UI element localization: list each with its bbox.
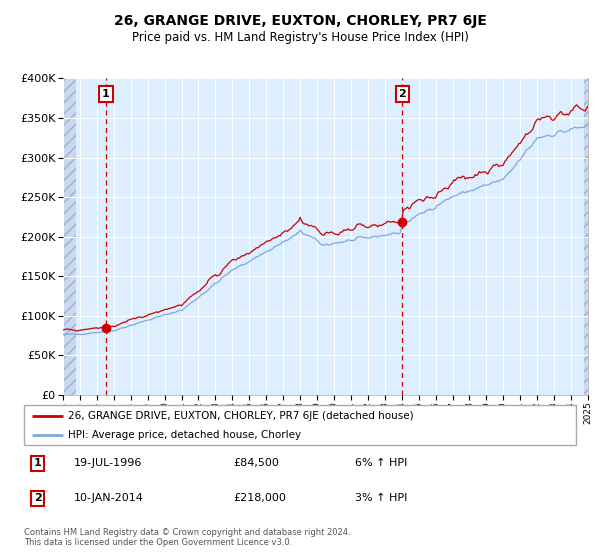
- Text: 6% ↑ HPI: 6% ↑ HPI: [355, 459, 407, 468]
- Text: 26, GRANGE DRIVE, EUXTON, CHORLEY, PR7 6JE (detached house): 26, GRANGE DRIVE, EUXTON, CHORLEY, PR7 6…: [68, 411, 414, 421]
- Text: Contains HM Land Registry data © Crown copyright and database right 2024.
This d: Contains HM Land Registry data © Crown c…: [24, 528, 350, 547]
- Text: 1: 1: [34, 459, 41, 468]
- FancyBboxPatch shape: [24, 405, 576, 445]
- Text: Price paid vs. HM Land Registry's House Price Index (HPI): Price paid vs. HM Land Registry's House …: [131, 31, 469, 44]
- Text: 3% ↑ HPI: 3% ↑ HPI: [355, 493, 407, 503]
- Bar: [63, 78, 76, 395]
- Bar: [584, 78, 588, 395]
- Text: 26, GRANGE DRIVE, EUXTON, CHORLEY, PR7 6JE: 26, GRANGE DRIVE, EUXTON, CHORLEY, PR7 6…: [113, 14, 487, 28]
- Text: 2: 2: [398, 89, 406, 99]
- Text: HPI: Average price, detached house, Chorley: HPI: Average price, detached house, Chor…: [68, 430, 301, 440]
- Text: 2: 2: [34, 493, 41, 503]
- Text: £218,000: £218,000: [234, 493, 287, 503]
- Text: 10-JAN-2014: 10-JAN-2014: [74, 493, 143, 503]
- Text: 1: 1: [102, 89, 110, 99]
- Text: 19-JUL-1996: 19-JUL-1996: [74, 459, 142, 468]
- Text: £84,500: £84,500: [234, 459, 280, 468]
